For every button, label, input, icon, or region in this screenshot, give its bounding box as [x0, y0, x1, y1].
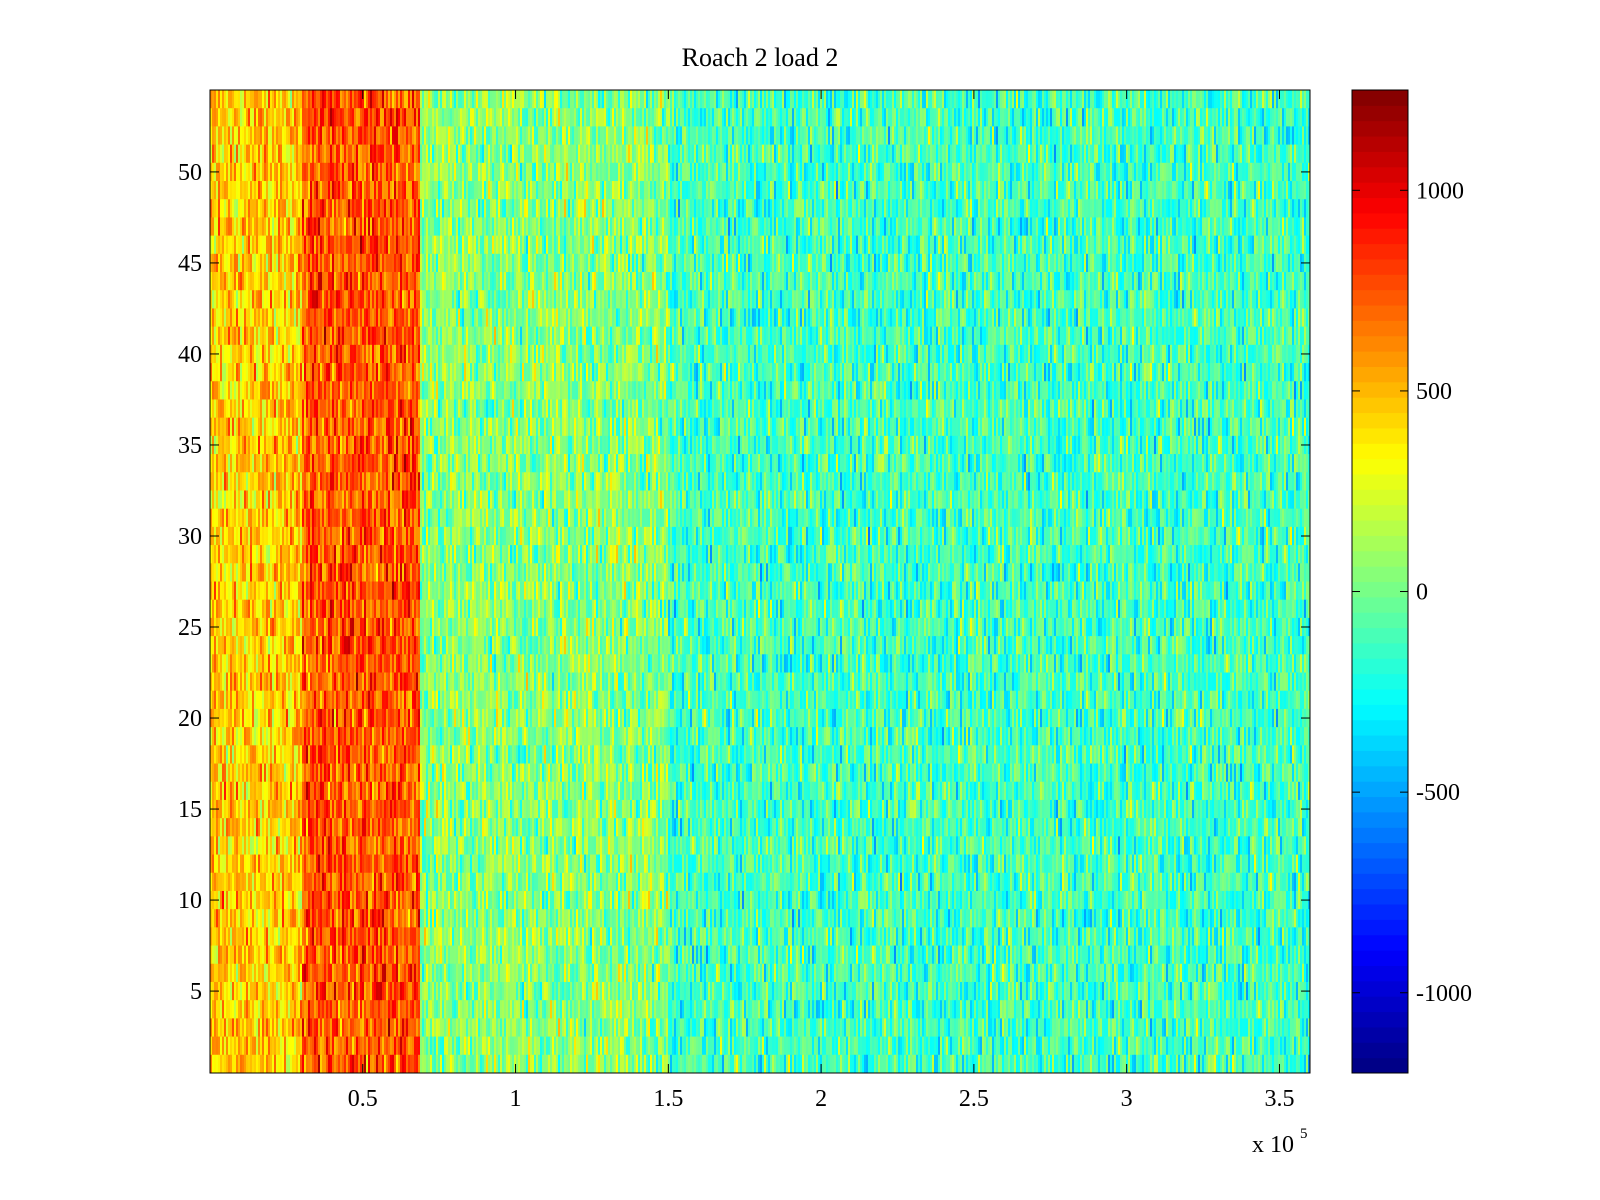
chart-title: Roach 2 load 2: [682, 43, 839, 72]
heatmap-cells: [210, 90, 1310, 1073]
heatmap-plot-area: [210, 90, 1310, 1073]
